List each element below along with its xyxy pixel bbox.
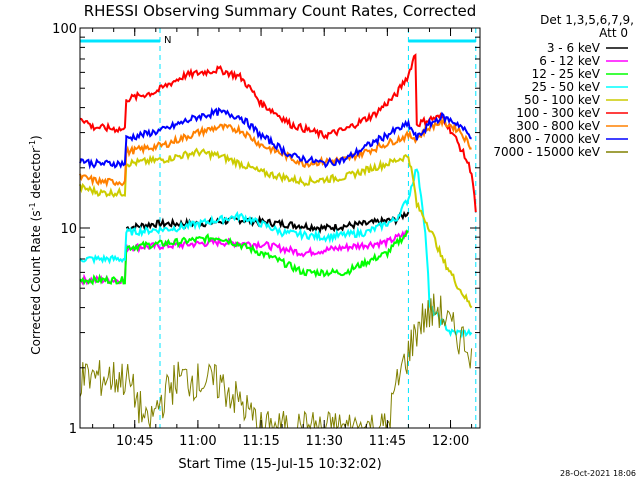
series-line	[79, 147, 473, 309]
series-line	[79, 293, 473, 430]
legend-header-line-1: Det 1,3,5,6,7,9,	[540, 13, 634, 27]
y-tick-label: 10	[60, 222, 77, 237]
legend-item-label: 12 - 25 keV	[532, 67, 601, 81]
legend-item-label: 7000 - 15000 keV	[493, 145, 600, 159]
x-tick-label: 11:30	[305, 434, 342, 449]
legend-item-label: 50 - 100 keV	[524, 93, 601, 107]
legend-item-label: 3 - 6 keV	[547, 41, 601, 55]
x-tick-label: 11:45	[369, 434, 406, 449]
x-tick-label: 11:00	[179, 434, 216, 449]
x-tick-label: 12:00	[432, 434, 469, 449]
legend-item-label: 300 - 800 keV	[516, 119, 600, 133]
legend-item-label: 800 - 7000 keV	[509, 132, 601, 146]
series-line	[79, 115, 472, 188]
axes-layer: 10:45 11:00 11:15 11:30 11:45 12:00 1 10 100	[52, 22, 481, 449]
legend-item-label: 100 - 300 keV	[516, 106, 600, 120]
legend-item-label: 6 - 12 keV	[539, 54, 601, 68]
x-tick-label: 10:45	[116, 434, 153, 449]
series-line	[125, 210, 410, 235]
series-line	[79, 230, 409, 286]
legend-header-line-2: Att 0	[599, 26, 628, 40]
y-axis-label: Corrected Count Rate (s-1 detector-1)	[28, 135, 43, 354]
legend-item-label: 25 - 50 keV	[532, 80, 601, 94]
series-layer	[79, 53, 477, 430]
series-line	[79, 106, 472, 170]
y-tick-label: 100	[52, 22, 77, 37]
y-tick-label: 1	[69, 422, 77, 437]
x-axis-label: Start Time (15-Jul-15 10:32:02)	[178, 457, 381, 472]
x-tick-label: 11:15	[242, 434, 279, 449]
night-marker-label: N	[164, 35, 171, 46]
series-line	[79, 53, 477, 213]
footer-date: 28-Oct-2021 18:06	[560, 469, 636, 478]
chart-title: RHESSI Observing Summary Count Rates, Co…	[84, 2, 477, 20]
series-line	[79, 229, 410, 286]
series-line	[79, 168, 473, 339]
